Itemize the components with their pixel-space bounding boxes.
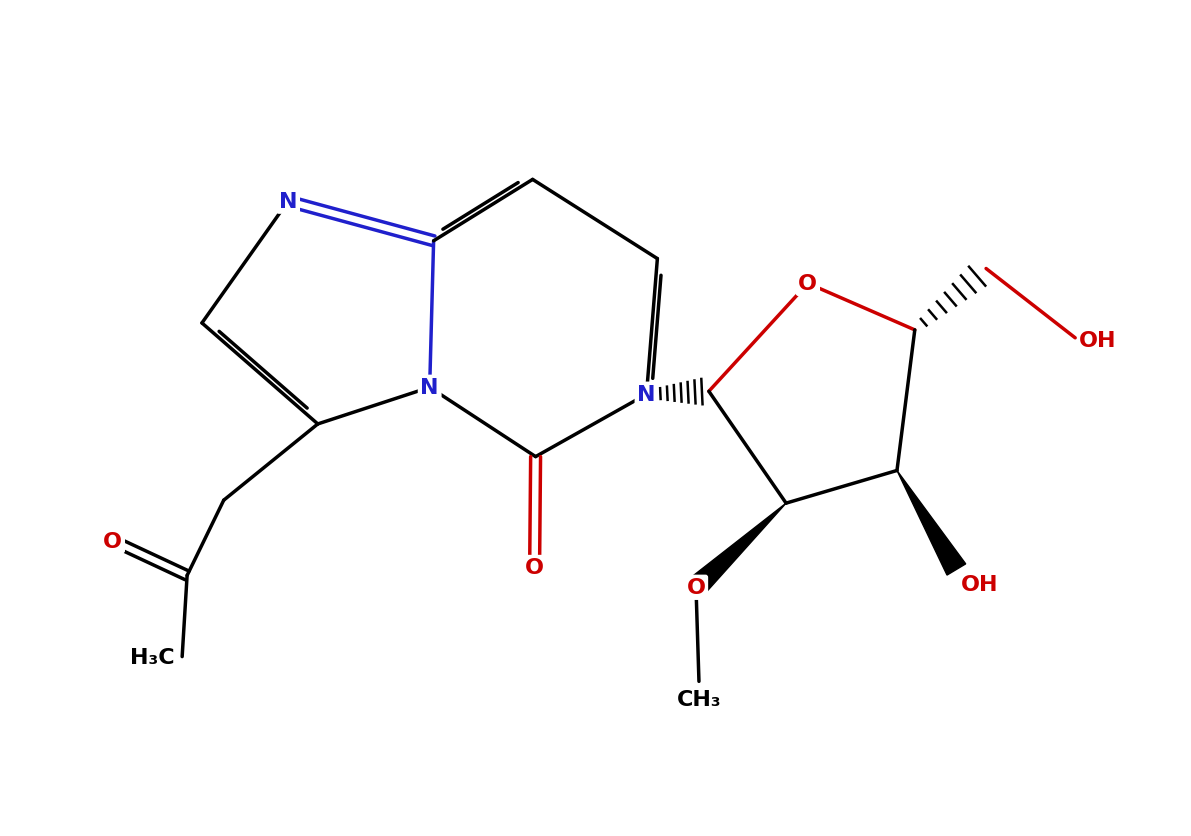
Text: H₃C: H₃C bbox=[130, 647, 174, 667]
Text: N: N bbox=[279, 192, 298, 212]
Text: N: N bbox=[637, 385, 656, 405]
Text: O: O bbox=[525, 558, 544, 578]
Text: N: N bbox=[420, 378, 439, 398]
Text: O: O bbox=[798, 274, 817, 294]
Polygon shape bbox=[897, 471, 966, 575]
Polygon shape bbox=[688, 503, 786, 595]
Text: CH₃: CH₃ bbox=[676, 690, 722, 710]
Text: OH: OH bbox=[1079, 330, 1117, 350]
Text: OH: OH bbox=[961, 574, 999, 594]
Text: O: O bbox=[686, 578, 705, 598]
Text: O: O bbox=[104, 531, 123, 551]
